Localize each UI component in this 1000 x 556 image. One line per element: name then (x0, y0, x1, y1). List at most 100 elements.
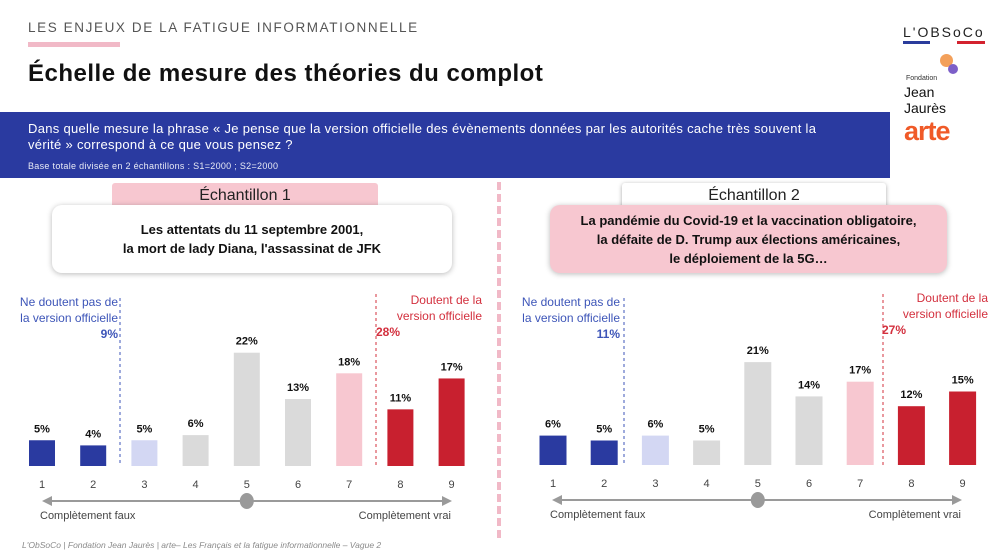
obsoco-logo-stripe (903, 41, 985, 44)
axis-right-arrow (442, 496, 452, 506)
tick-label-7: 7 (346, 479, 352, 491)
data-label-9: 17% (441, 361, 463, 373)
bar-9 (438, 378, 465, 466)
tick-label-1: 1 (39, 479, 45, 491)
data-label-6: 14% (798, 379, 820, 391)
tick-label-5: 5 (244, 479, 250, 491)
tick-label-8: 8 (397, 479, 403, 491)
bar-5 (233, 352, 260, 466)
bar-7 (846, 381, 874, 465)
bar-5 (744, 362, 772, 465)
fondation-jean-jaures-logo: Fondation Jean Jaurès (900, 50, 980, 116)
data-label-9: 15% (952, 375, 974, 387)
bar-4 (182, 435, 209, 466)
bar-1 (29, 440, 55, 466)
question-banner: Dans quelle mesure la phrase « Je pense … (0, 112, 890, 178)
data-label-1: 6% (545, 419, 561, 431)
no-doubt-2-line-1: Ne doutent pas de (521, 295, 620, 309)
doubt-2-line-2: version officielle (902, 307, 988, 321)
bar-2 (80, 445, 107, 466)
data-label-3: 6% (647, 419, 663, 431)
no-doubt-1-line-2: la version officielle (20, 311, 118, 325)
tick-label-4: 4 (193, 479, 199, 491)
data-label-7: 17% (849, 365, 871, 377)
group-label-no-doubt-2: Ne doutent pas de la version officielle … (506, 294, 620, 342)
group-label-no-doubt-1: Ne doutent pas de la version officielle … (4, 294, 118, 342)
data-label-2: 4% (85, 428, 101, 440)
axis-left-arrow (42, 496, 52, 506)
bar-1 (539, 435, 567, 465)
tick-label-7: 7 (857, 478, 863, 490)
tick-label-8: 8 (908, 478, 914, 490)
bar-6 (795, 396, 823, 465)
data-label-4: 5% (699, 424, 715, 436)
tick-label-3: 3 (141, 479, 147, 491)
bar-3 (641, 435, 669, 465)
panel-divider (497, 182, 501, 538)
statement-box-2: La pandémie du Covid-19 et la vaccinatio… (550, 205, 947, 273)
bar-2 (590, 440, 618, 465)
axis-right-label: Complètement vrai (869, 509, 961, 521)
tick-label-9: 9 (960, 478, 966, 490)
tick-label-5: 5 (755, 478, 761, 490)
data-label-5: 21% (747, 345, 769, 357)
group-label-doubt-2: Doutent de la version officielle 27% (882, 290, 988, 338)
axis-left-label: Complètement faux (550, 509, 646, 521)
data-label-4: 6% (188, 418, 204, 430)
tick-label-6: 6 (295, 479, 301, 491)
arte-logo: arte (904, 116, 951, 146)
data-label-1: 5% (34, 423, 50, 435)
doubt-1-total: 28% (376, 325, 401, 339)
obsoco-logo-text: L'OBSoCo (903, 24, 985, 40)
statement-box-1: Les attentats du 11 septembre 2001, la m… (52, 205, 452, 273)
no-doubt-1-total: 9% (100, 327, 118, 341)
bar-6 (285, 399, 311, 466)
statement-2-line-1: La pandémie du Covid-19 et la vaccinatio… (580, 212, 917, 228)
doubt-1-line-2: version officielle (396, 309, 482, 323)
doubt-2-line-1: Doutent de la (916, 291, 988, 305)
bar-7 (336, 373, 363, 466)
footer-source: L'ObSoCo | Fondation Jean Jaurès | arte–… (22, 540, 382, 550)
bar-9 (949, 391, 977, 465)
bar-4 (693, 440, 721, 465)
statement-1-line-2: la mort de lady Diana, l'assassinat de J… (122, 241, 382, 256)
bar-8 (897, 406, 925, 465)
bar-chart-2: 6%15%26%35%421%514%617%712%815%9Complète… (539, 294, 977, 521)
axis-right-arrow (952, 495, 962, 505)
no-doubt-1-line-1: Ne doutent pas de (19, 295, 118, 309)
chart-panel-1: Échantillon 1 Les attentats du 11 septem… (0, 180, 500, 530)
statement-2-line-2: la défaite de D. Trump aux élections amé… (596, 231, 901, 247)
sample-1-label: Échantillon 1 (112, 183, 378, 209)
axis-center-marker (750, 492, 765, 508)
tick-label-3: 3 (652, 478, 658, 490)
data-label-8: 11% (390, 392, 412, 404)
bar-chart-1: 5% 1 4% 2 5% 3 6% 4 22% 5 13% 6 18% 7 11% 8 17% 9 Complète… (29, 294, 465, 522)
axis-left-arrow (552, 495, 562, 505)
sample-2-label: Échantillon 2 (622, 183, 886, 209)
header-kicker: LES ENJEUX DE LA FATIGUE INFORMATIONNELL… (28, 20, 419, 35)
tick-label-9: 9 (449, 479, 455, 491)
statement-2-line-3: le déploiement de la 5G… (669, 250, 828, 266)
no-doubt-2-line-2: la version officielle (522, 311, 620, 325)
tick-label-1: 1 (550, 478, 556, 490)
axis-right-label: Complètement vrai (359, 510, 451, 522)
tick-label-6: 6 (806, 478, 812, 490)
doubt-1-line-1: Doutent de la (410, 293, 482, 307)
tick-label-4: 4 (704, 478, 710, 490)
group-label-doubt-1: Doutent de la version officielle 28% (376, 292, 482, 340)
logo-orange-dot (940, 54, 953, 67)
obsoco-logo: L'OBSoCo (903, 24, 985, 44)
bar-3 (131, 440, 158, 466)
data-label-8: 12% (900, 389, 922, 401)
kicker-accent-bar (28, 42, 120, 47)
page-title: Échelle de mesure des théories du complo… (28, 60, 544, 87)
tick-label-2: 2 (601, 478, 607, 490)
doubt-2-total: 27% (882, 323, 907, 337)
data-label-6: 13% (287, 382, 309, 394)
data-label-5: 22% (236, 336, 258, 348)
tick-label-2: 2 (90, 479, 96, 491)
data-label-3: 5% (136, 423, 152, 435)
data-label-2: 5% (596, 424, 612, 436)
sample-base-text: Base totale divisée en 2 échantillons : … (28, 161, 279, 171)
axis-center-marker (239, 493, 254, 509)
